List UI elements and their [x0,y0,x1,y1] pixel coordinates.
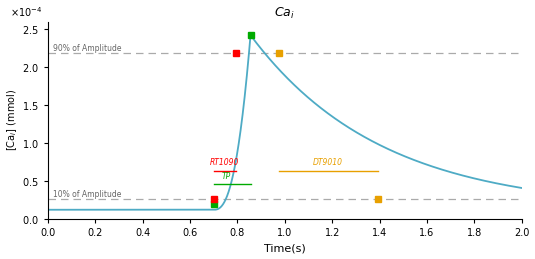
Text: RT1090: RT1090 [210,158,239,167]
Y-axis label: [Ca$_i$] (mmol): [Ca$_i$] (mmol) [5,89,19,151]
Title: Ca$_i$: Ca$_i$ [274,6,295,21]
Text: 90% of Amplitude: 90% of Amplitude [53,44,121,53]
Text: DT9010: DT9010 [312,158,342,167]
Text: TP: TP [222,172,231,181]
X-axis label: Time(s): Time(s) [264,243,305,254]
Text: 10% of Amplitude: 10% of Amplitude [53,190,121,199]
